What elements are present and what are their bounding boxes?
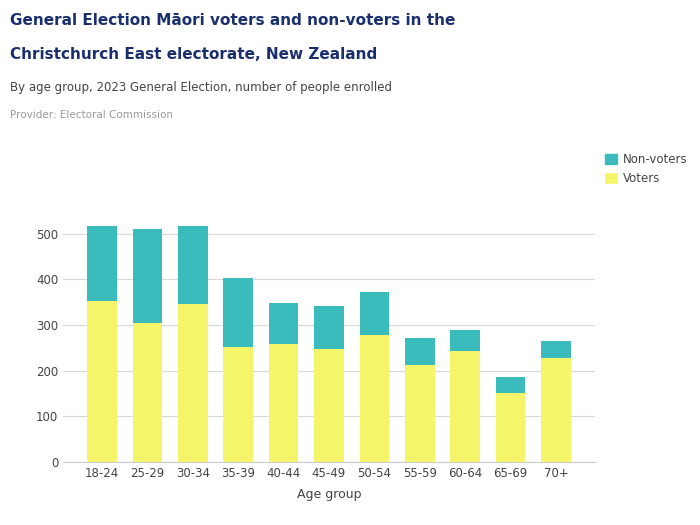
Bar: [132, 323, 162, 462]
Bar: [451, 351, 480, 462]
Bar: [178, 304, 207, 462]
Bar: [223, 278, 253, 347]
Bar: [269, 303, 298, 344]
Bar: [269, 344, 298, 462]
Bar: [88, 301, 117, 462]
Bar: [405, 365, 435, 462]
X-axis label: Age group: Age group: [297, 488, 361, 501]
Bar: [405, 338, 435, 365]
Bar: [88, 226, 117, 301]
Text: Provider: Electoral Commission: Provider: Electoral Commission: [10, 110, 174, 120]
Bar: [451, 330, 480, 351]
Bar: [360, 292, 389, 335]
Bar: [541, 358, 570, 462]
Bar: [360, 335, 389, 462]
Bar: [178, 226, 207, 304]
Text: By age group, 2023 General Election, number of people enrolled: By age group, 2023 General Election, num…: [10, 81, 393, 94]
Legend: Non-voters, Voters: Non-voters, Voters: [605, 153, 687, 185]
Text: figure.nz: figure.nz: [588, 14, 658, 27]
Bar: [496, 393, 526, 462]
Text: Christchurch East electorate, New Zealand: Christchurch East electorate, New Zealan…: [10, 47, 378, 62]
Text: General Election Māori voters and non-voters in the: General Election Māori voters and non-vo…: [10, 13, 456, 28]
Bar: [314, 349, 344, 462]
Bar: [496, 377, 526, 393]
Bar: [314, 306, 344, 349]
Bar: [132, 229, 162, 323]
Bar: [223, 347, 253, 462]
Bar: [541, 341, 570, 358]
